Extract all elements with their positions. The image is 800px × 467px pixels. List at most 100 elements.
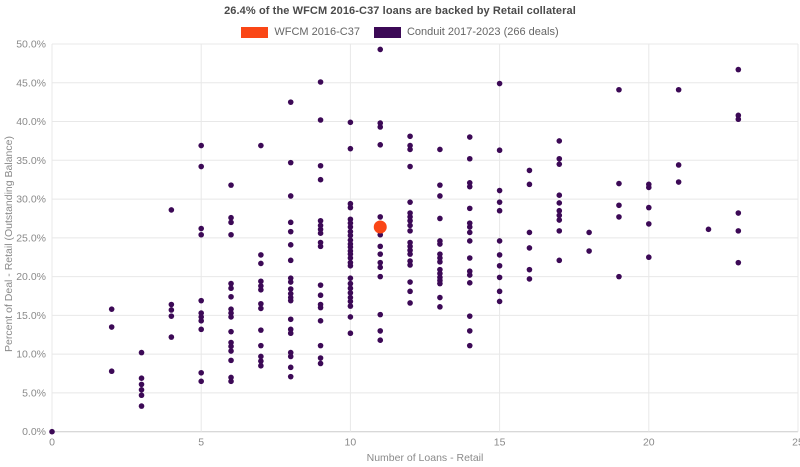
deal-point [407,258,413,264]
deal-point [347,216,354,223]
deal-point [228,374,234,381]
deal-point [646,254,652,261]
deal-point [287,326,294,333]
deal-point [466,328,473,334]
deal-point [138,375,145,381]
deal-point [496,199,503,205]
deal-point [407,199,413,205]
deal-point [496,274,503,281]
deal-point [466,179,473,186]
deal-point [258,327,264,333]
deal-point [407,210,413,216]
deal-point [377,214,384,220]
deal-point [496,298,503,305]
deal-point [616,202,622,209]
y-tick-label: 10.0% [16,349,46,361]
deal-point [407,217,413,224]
deal-point [317,79,324,85]
deal-point [735,116,742,123]
deal-point [347,220,354,226]
y-tick-label: 20.0% [16,271,46,283]
deal-point [377,142,384,148]
deal-point [466,155,473,162]
deal-point [407,142,413,149]
deal-point [198,326,204,333]
deal-point [287,275,294,281]
deal-point [466,224,473,230]
legend-item-conduit: Conduit 2017-2023 (266 deals) [373,26,559,38]
deal-point [556,155,563,162]
deal-point [616,214,622,220]
deal-point [466,268,473,274]
deal-point [347,285,354,292]
legend-swatch-wfcm [241,26,269,38]
deal-point [675,179,682,185]
deal-point [347,298,354,305]
deal-point [198,297,204,304]
deal-point [556,192,563,199]
deal-point [347,275,354,281]
deal-point [287,279,294,285]
x-tick-label: 10 [345,437,357,449]
deal-point [377,328,384,334]
deal-point [437,146,443,153]
deal-point [317,360,324,367]
deal-point [377,120,384,126]
deal-point [437,182,443,188]
deal-point [347,200,354,207]
deal-point [108,306,115,312]
deal-point [287,257,294,264]
deal-point [138,387,145,393]
deal-point [496,262,503,269]
deal-point [377,264,384,271]
deal-point [556,212,563,219]
y-tick-label: 40.0% [16,116,46,128]
legend-label-conduit: Conduit 2017-2023 (266 deals) [406,26,559,38]
x-tick-label: 5 [198,437,204,449]
deal-point [317,176,324,183]
deal-point [198,225,204,232]
deal-point [377,311,384,318]
deal-point [287,364,294,371]
deal-point [675,162,682,168]
legend-item-wfcm: WFCM 2016-C37 [241,26,360,38]
deal-point [138,381,145,388]
deal-point [407,300,413,306]
deal-point [317,222,324,229]
y-tick-label: 35.0% [16,155,46,167]
deal-point [735,210,742,216]
deal-point [258,362,264,369]
deal-point [437,304,443,310]
deal-point [258,260,264,267]
data-points [49,46,742,435]
deal-point [198,231,204,238]
deal-point [138,392,145,399]
chart-title: 26.4% of the WFCM 2016-C37 loans are bac… [224,5,576,17]
deal-point [616,180,622,187]
deal-point [496,147,503,154]
deal-point [168,334,175,340]
deal-point [228,310,234,316]
deal-point [317,304,324,311]
deal-point [496,80,503,87]
deal-point [258,358,264,364]
deal-point [258,353,264,360]
deal-point [377,337,384,344]
deal-point [377,231,384,238]
x-axis-title: Number of Loans - Retail [366,452,484,464]
deal-point [407,251,413,257]
deal-point [377,46,384,53]
x-tick-label: 15 [494,437,506,449]
deal-point [556,228,563,234]
deal-point [228,219,234,226]
deal-point [228,357,234,364]
deal-point [258,142,264,149]
deal-point [198,310,204,316]
deal-point [466,272,473,278]
deal-point [168,307,175,313]
deal-point [377,124,384,130]
deal-point [407,239,413,246]
deal-point [437,294,443,301]
deal-point [347,314,354,320]
deal-point [407,214,413,220]
